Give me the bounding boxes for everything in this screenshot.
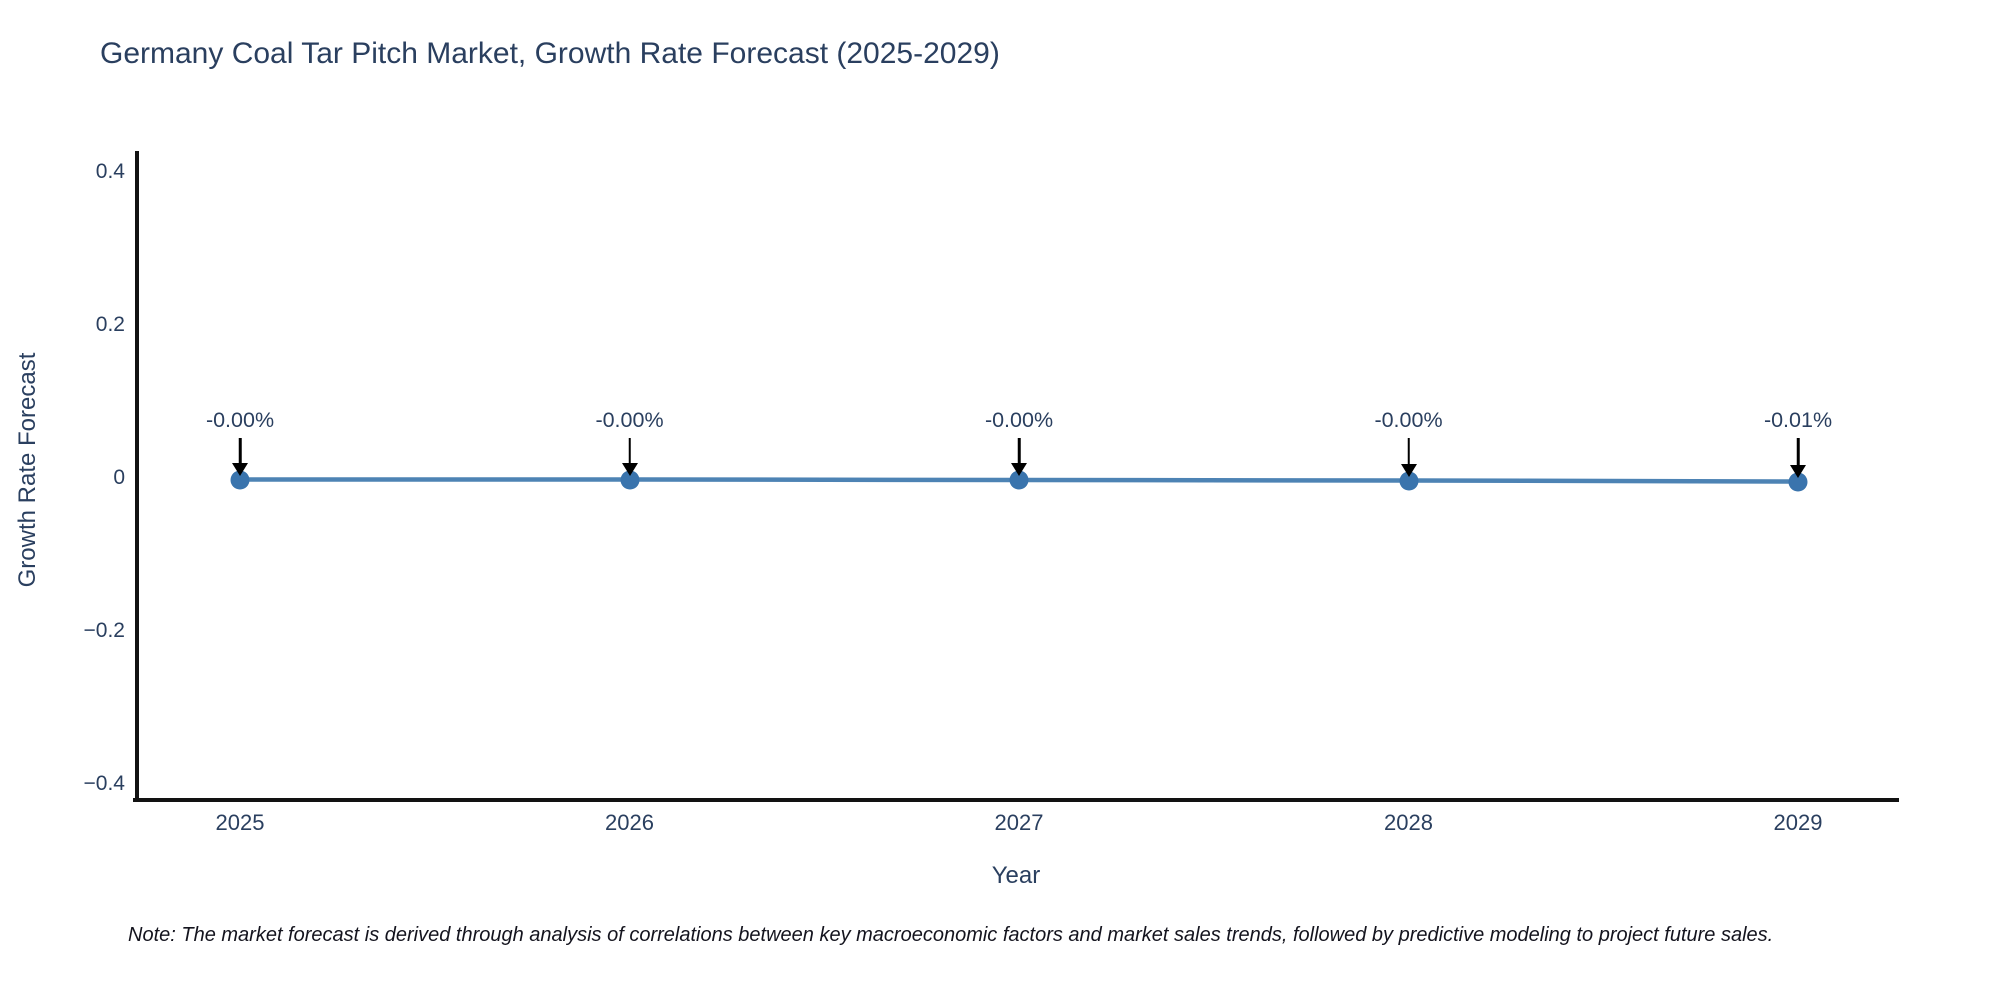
y-tick-label: 0 xyxy=(113,466,125,489)
x-tick-label: 2027 xyxy=(994,810,1044,835)
point-annotation-label: -0.00% xyxy=(595,408,664,432)
annotation-arrow-head-icon xyxy=(232,462,248,476)
x-axis-line xyxy=(133,798,1899,802)
point-annotation: -0.00% xyxy=(170,408,310,480)
y-axis-line xyxy=(135,151,139,802)
point-annotation-label: -0.00% xyxy=(984,408,1054,432)
point-annotation: -0.00% xyxy=(949,408,1089,480)
y-tick-label: −0.4 xyxy=(83,772,125,795)
annotation-arrow-stem xyxy=(1796,438,1800,468)
x-tick-label: 2028 xyxy=(1384,810,1433,835)
y-axis-title: Growth Rate Forecast xyxy=(14,352,41,588)
annotation-arrow-stem xyxy=(1017,438,1021,466)
y-tick-label: 0.2 xyxy=(95,313,125,336)
annotation-arrow-head-icon xyxy=(1011,463,1027,476)
point-annotation-label: -0.01% xyxy=(1763,408,1833,432)
y-tick-label: −0.2 xyxy=(83,619,125,642)
y-tick-label: 0.4 xyxy=(95,160,125,183)
annotation-arrow-head-icon xyxy=(1790,464,1806,478)
annotation-arrow-head-icon xyxy=(621,462,638,476)
x-tick-label: 2025 xyxy=(215,810,265,835)
annotation-arrow-stem xyxy=(238,438,242,466)
x-tick-label: 2026 xyxy=(605,810,654,835)
annotation-arrow-stem xyxy=(628,438,631,466)
point-annotation-label: -0.00% xyxy=(1374,408,1443,432)
point-annotation: -0.01% xyxy=(1728,408,1868,482)
point-annotation: -0.00% xyxy=(560,408,700,480)
x-tick-label: 2029 xyxy=(1773,810,1823,835)
point-annotation-label: -0.00% xyxy=(205,408,275,432)
annotation-arrow-head-icon xyxy=(1400,463,1417,477)
chart-title: Germany Coal Tar Pitch Market, Growth Ra… xyxy=(100,37,1000,70)
annotation-arrow-stem xyxy=(1407,438,1410,467)
footnote: Note: The market forecast is derived thr… xyxy=(128,924,1774,946)
point-annotation: -0.00% xyxy=(1339,408,1479,481)
x-axis-title: Year xyxy=(991,862,1041,889)
